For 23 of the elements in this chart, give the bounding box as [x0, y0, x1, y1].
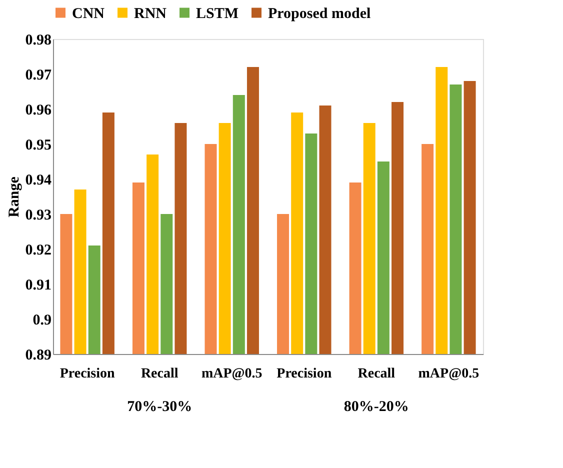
y-tick-label: 0.92 — [25, 242, 52, 258]
x-tick-label: Recall — [140, 366, 178, 382]
legend-label: LSTM — [196, 6, 239, 22]
y-tick-label: 0.97 — [25, 68, 52, 84]
y-tick-label: 0.98 — [25, 32, 52, 48]
legend-label: CNN — [72, 6, 105, 22]
x-tick-label: mAP@0.5 — [418, 366, 480, 382]
text: 70%-30% — [127, 399, 192, 415]
y-tick-label: 0.94 — [25, 172, 52, 188]
x-tick-label: Recall — [358, 366, 396, 382]
text: 80%-20% — [344, 399, 409, 415]
legend-label: Proposed model — [268, 6, 371, 22]
y-tick-label: 0.93 — [25, 208, 52, 224]
legend-label: RNN — [134, 6, 167, 22]
y-axis-title: Range — [6, 176, 22, 218]
y-tick-label: 0.95 — [25, 138, 52, 154]
y-tick-label: 0.96 — [25, 102, 52, 118]
y-tick-label: 0.9 — [32, 312, 52, 328]
x-tick-label: Precision — [276, 366, 332, 382]
y-tick-label: 0.89 — [25, 348, 52, 364]
y-tick-label: 0.91 — [25, 278, 52, 294]
x-tick-label: Precision — [60, 366, 116, 382]
x-tick-label: mAP@0.5 — [201, 366, 262, 382]
